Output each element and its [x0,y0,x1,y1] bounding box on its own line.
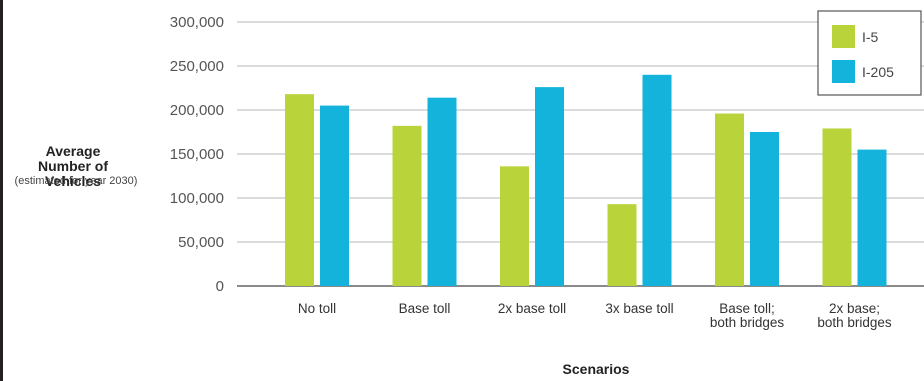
legend-swatch [832,60,855,83]
legend-label: I-205 [862,64,894,80]
bar-i-205 [535,87,564,287]
y-axis-title: Vehicles [45,173,101,189]
x-category-label: both bridges [817,315,892,330]
legend-swatch [832,25,855,48]
bar-i-5 [715,113,744,287]
bar-i-5 [607,204,637,286]
y-tick-label: 150,000 [170,146,224,163]
x-category-label: both bridges [710,315,785,330]
y-tick-label: 300,000 [170,14,224,31]
x-category-label: Base toll [399,301,451,316]
x-category-label: No toll [298,301,336,316]
bar-i-5 [392,125,422,286]
y-tick-label: 250,000 [170,58,224,75]
x-category-label: 2x base toll [498,301,566,316]
x-category-label: Base toll; [719,301,775,316]
y-tick-label: 100,000 [170,190,224,207]
bar-i-5 [285,94,314,286]
bar-i-5 [822,128,852,286]
bar-i-205 [642,74,672,286]
x-axis-title: Scenarios [563,361,630,377]
bar-i-205 [427,97,457,287]
y-tick-label: 200,000 [170,102,224,119]
bar-i-205 [320,105,349,286]
bar-i-5 [500,166,529,286]
legend-label: I-5 [862,29,879,45]
bar-i-205 [857,149,887,286]
y-axis-title: Number of [38,158,108,174]
y-tick-label: 50,000 [178,234,224,251]
x-category-label: 3x base toll [605,301,673,316]
bar-i-205 [750,132,779,286]
y-axis-title: Average [46,143,101,159]
x-category-label: 2x base; [829,301,880,316]
y-tick-label: 0 [216,278,224,295]
left-border [0,0,3,381]
y-axis-subtitle: (estimated for year 2030) [15,175,138,187]
